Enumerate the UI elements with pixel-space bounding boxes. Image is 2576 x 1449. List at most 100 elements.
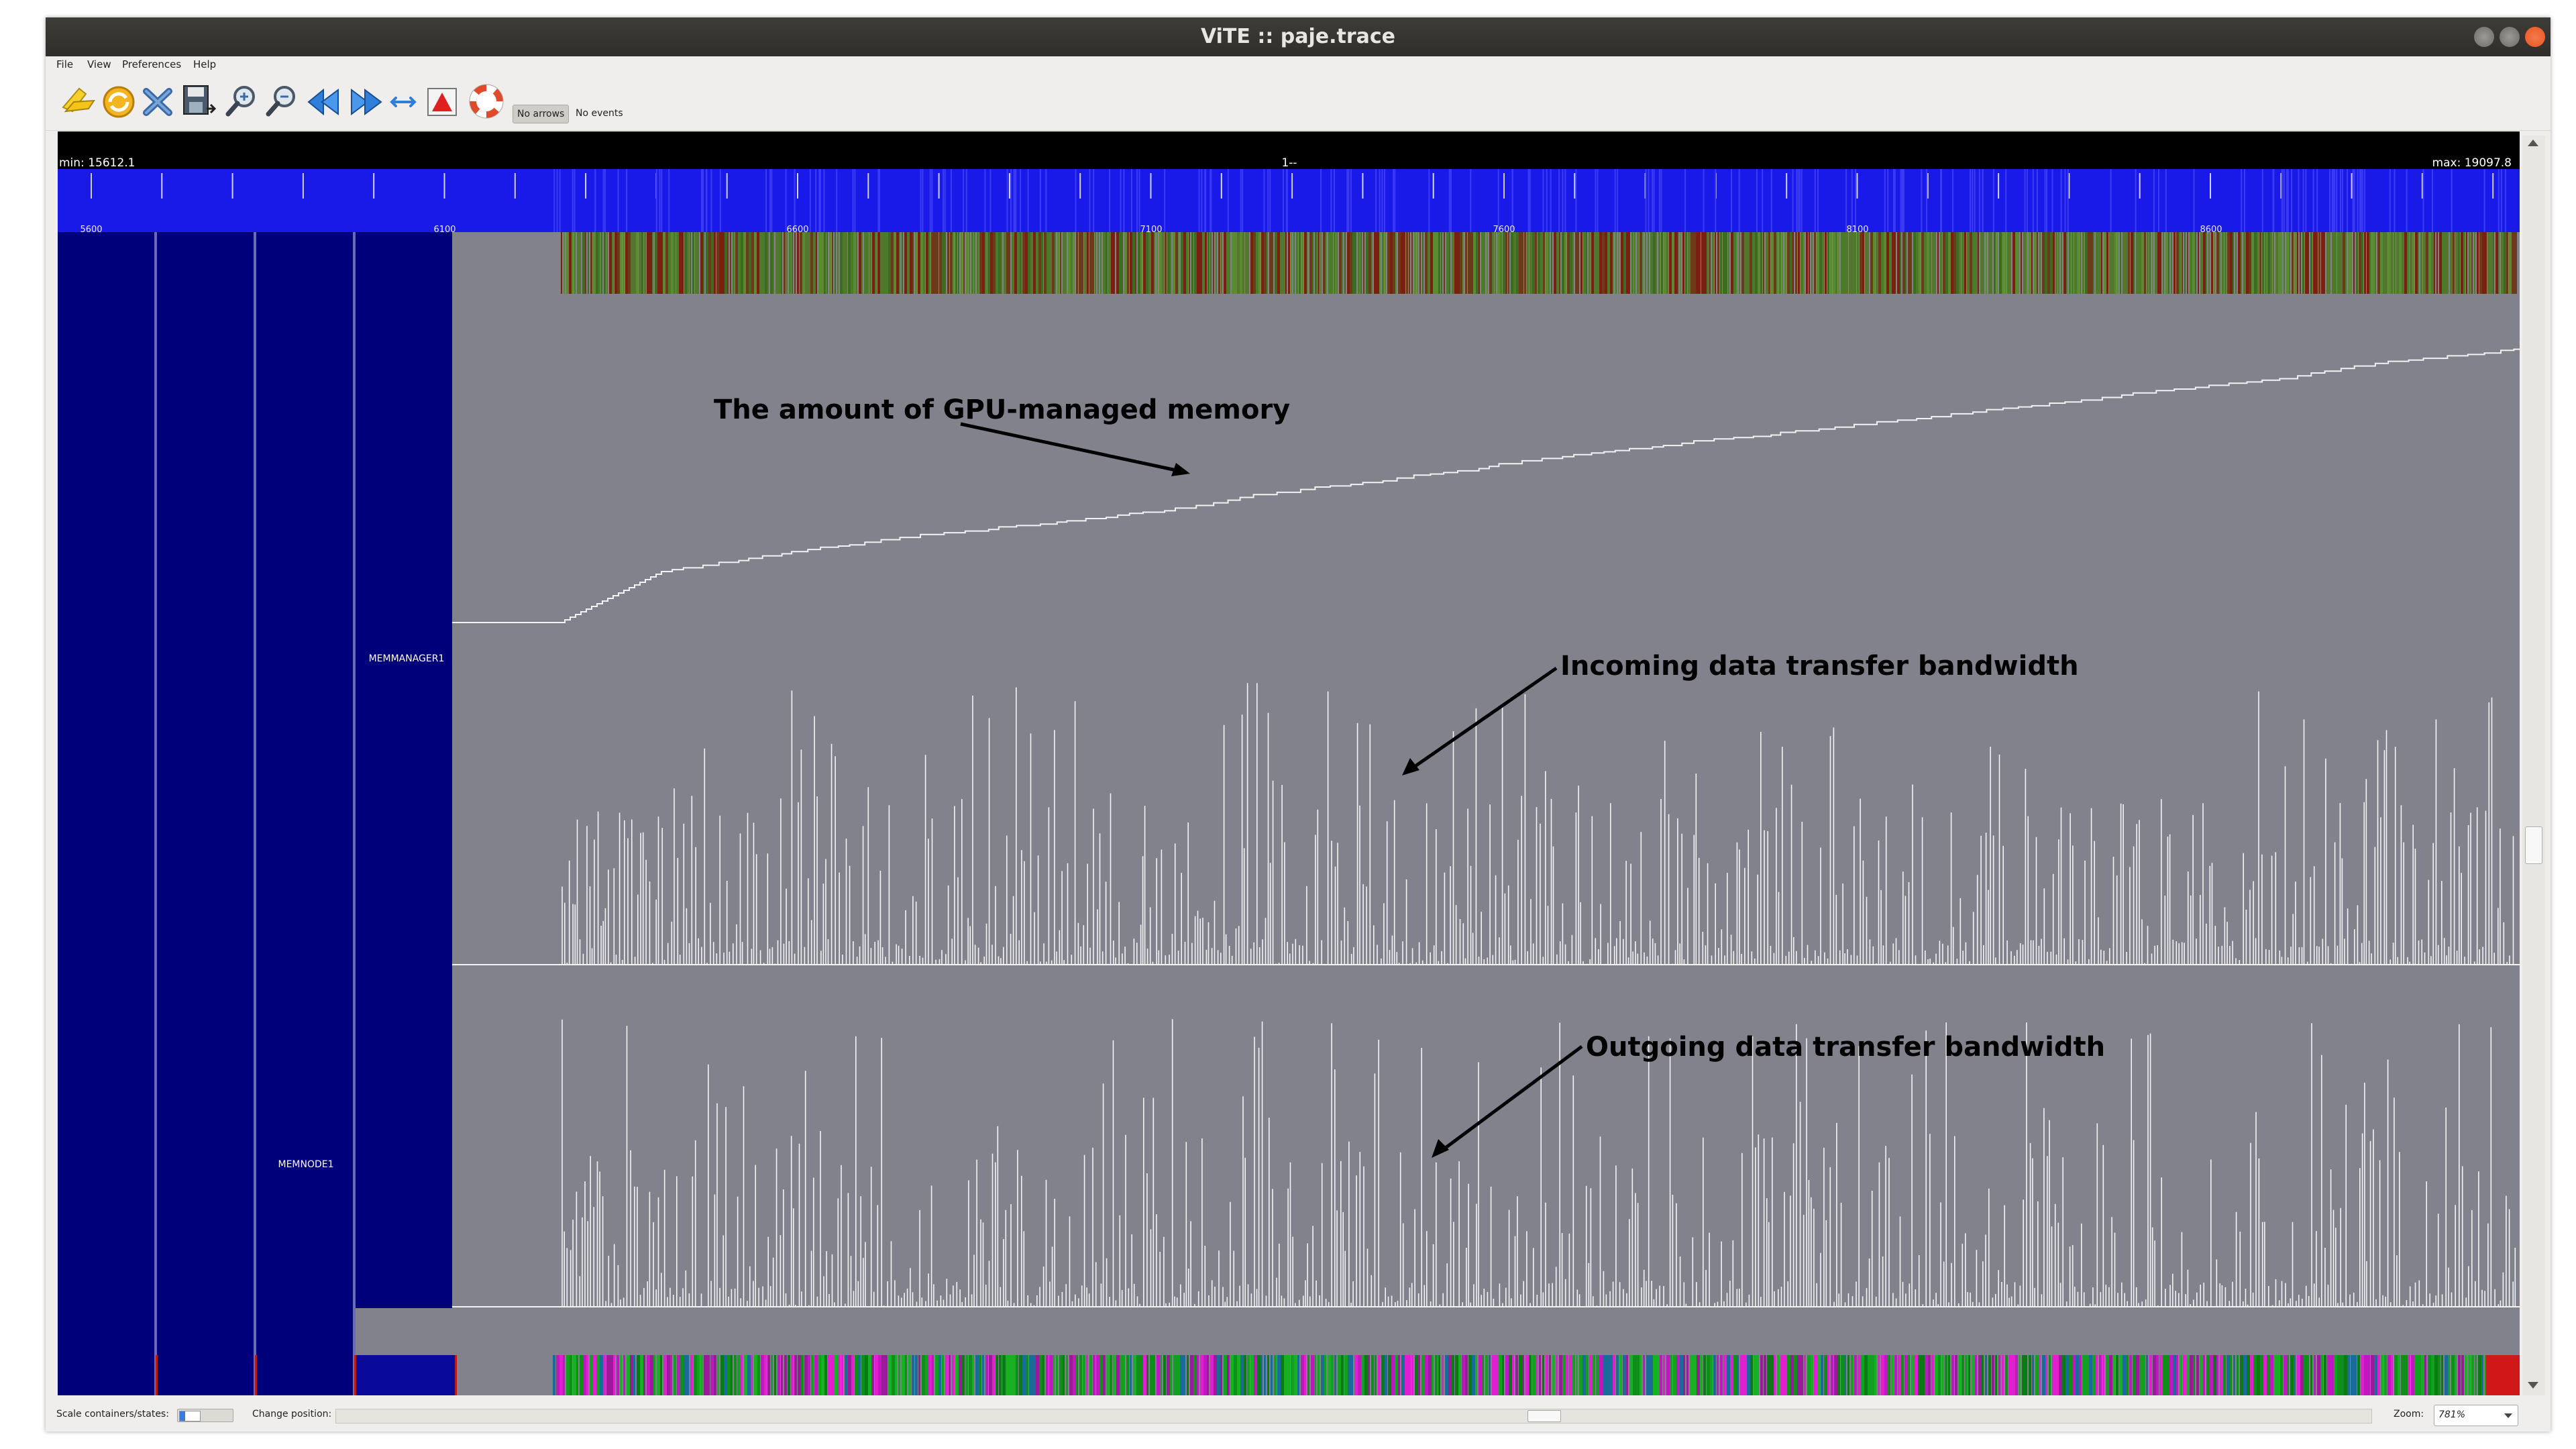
- state-block: [2418, 1355, 2421, 1395]
- state-block: [1962, 232, 1964, 294]
- state-block: [2220, 1355, 2223, 1395]
- state-block: [2381, 1355, 2383, 1395]
- state-block: [569, 232, 572, 294]
- state-block: [1033, 232, 1036, 294]
- state-block: [628, 232, 631, 294]
- state-block: [939, 232, 942, 294]
- toggle-up-icon[interactable]: [423, 82, 462, 121]
- state-block: [2149, 232, 2151, 294]
- scale-slider[interactable]: [177, 1409, 233, 1422]
- state-block: [1543, 232, 1545, 294]
- close-file-icon[interactable]: [140, 82, 178, 121]
- state-block: [2072, 232, 2074, 294]
- container-column-3[interactable]: [256, 232, 353, 1395]
- goto-start-icon[interactable]: [306, 82, 345, 121]
- state-block: [2294, 232, 2298, 294]
- state-block: [2213, 1355, 2217, 1395]
- state-block: [2069, 232, 2071, 294]
- menu-help[interactable]: Help: [193, 58, 217, 70]
- export-icon[interactable]: [180, 82, 219, 121]
- state-block: [989, 1355, 992, 1395]
- arrows-toggle-button[interactable]: No arrows: [513, 105, 570, 123]
- state-block: [1006, 232, 1009, 294]
- help-icon[interactable]: [467, 82, 506, 121]
- state-block: [1586, 1355, 1589, 1395]
- time-ruler[interactable]: [58, 169, 2520, 232]
- container-column-1[interactable]: [58, 232, 154, 1395]
- state-block: [1892, 232, 1895, 294]
- state-block: [1743, 1355, 1748, 1395]
- state-block: [1764, 1355, 1766, 1395]
- state-block: [1988, 1355, 1991, 1395]
- trace-render-area[interactable]: min: 15612.1 1-- max: 19097.8 5600 6100 …: [58, 131, 2520, 1395]
- scale-slider-handle[interactable]: [179, 1411, 201, 1421]
- state-block: [2267, 1355, 2270, 1395]
- open-icon[interactable]: [59, 82, 98, 121]
- state-block: [1194, 232, 1197, 294]
- state-block: [1133, 1355, 1136, 1395]
- state-block: [1549, 1355, 1551, 1395]
- state-block: [2183, 1355, 2187, 1395]
- state-block: [928, 1355, 932, 1395]
- reload-icon[interactable]: [99, 82, 138, 121]
- state-block: [888, 1355, 892, 1395]
- state-block: [1368, 232, 1371, 294]
- state-block: [1261, 232, 1265, 294]
- state-block: [1267, 232, 1268, 294]
- scroll-thumb[interactable]: [2525, 826, 2542, 864]
- container-memmanager[interactable]: [356, 232, 452, 1308]
- menu-file[interactable]: File: [56, 58, 74, 70]
- minimize-button[interactable]: [2474, 27, 2494, 47]
- state-block: [1750, 232, 1752, 294]
- state-block: [2411, 1355, 2414, 1395]
- state-block: [1669, 232, 1672, 294]
- position-scrollbar[interactable]: [335, 1409, 2372, 1424]
- state-block: [767, 232, 769, 294]
- close-button[interactable]: [2525, 27, 2545, 47]
- state-block: [992, 1355, 995, 1395]
- state-block: [1203, 1355, 1207, 1395]
- goto-end-icon[interactable]: [345, 82, 384, 121]
- status-bar: Scale containers/states: Change position…: [46, 1399, 2551, 1432]
- fit-width-icon[interactable]: [384, 82, 423, 121]
- state-row-memnode[interactable]: [156, 1355, 2520, 1395]
- vertical-scrollbar[interactable]: [2522, 136, 2545, 1395]
- state-block: [800, 232, 802, 294]
- zoom-select[interactable]: 781%: [2434, 1405, 2518, 1426]
- scroll-up-arrow[interactable]: [2528, 140, 2538, 146]
- state-block: [1272, 232, 1273, 294]
- state-block: [1809, 232, 1810, 294]
- state-block: [2420, 232, 2422, 294]
- state-block: [2280, 1355, 2283, 1395]
- state-block: [1898, 1355, 1901, 1395]
- state-block: [585, 232, 586, 294]
- chevron-down-icon[interactable]: [2504, 1413, 2512, 1418]
- zoom-in-icon[interactable]: [223, 82, 262, 121]
- menu-preferences[interactable]: Preferences: [122, 58, 182, 70]
- trace-canvas[interactable]: min: 15612.1 1-- max: 19097.8 5600 6100 …: [58, 131, 2520, 1395]
- state-block: [722, 232, 724, 294]
- state-block: [843, 232, 846, 294]
- scroll-down-arrow[interactable]: [2528, 1382, 2538, 1389]
- state-block: [1418, 1355, 1420, 1395]
- state-block: [2356, 232, 2358, 294]
- container-column-2[interactable]: [157, 232, 254, 1395]
- state-block: [2369, 232, 2371, 294]
- state-block: [932, 1355, 934, 1395]
- state-block: [771, 1355, 773, 1395]
- state-block: [1650, 1355, 1654, 1395]
- state-block: [2313, 232, 2316, 294]
- state-block: [1924, 232, 1927, 294]
- menu-view[interactable]: View: [87, 58, 111, 70]
- state-block: [1374, 232, 1377, 294]
- state-block: [2126, 1355, 2129, 1395]
- state-block: [1596, 1355, 1600, 1395]
- state-row-memmanager[interactable]: [561, 232, 2517, 294]
- state-block: [1487, 232, 1488, 294]
- state-block: [1794, 1355, 1797, 1395]
- maximize-button[interactable]: [2500, 27, 2520, 47]
- position-scroll-thumb[interactable]: [1527, 1410, 1561, 1422]
- state-block: [1287, 1355, 1290, 1395]
- zoom-out-icon[interactable]: [263, 82, 302, 121]
- state-block: [1495, 1355, 1499, 1395]
